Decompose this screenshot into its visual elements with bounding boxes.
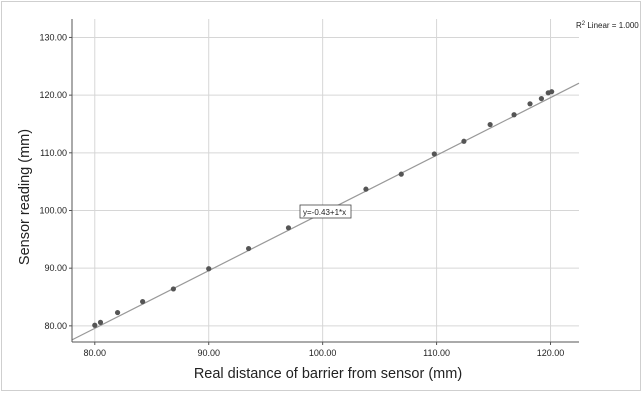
r-squared-label: R2 Linear = 1.000 xyxy=(576,21,639,30)
r-squared-label-prefix: R xyxy=(576,21,582,30)
data-point xyxy=(140,299,146,305)
x-tick-label: 100.00 xyxy=(309,348,337,358)
x-tick-label: 110.00 xyxy=(423,348,450,358)
annotations: y=-0.43+1*x R2 Linear = 1.000 xyxy=(299,21,639,219)
x-tick-label: 120.00 xyxy=(537,348,565,358)
fit-equation-box xyxy=(299,204,352,219)
y-tick-label: 120.00 xyxy=(39,90,67,100)
data-point xyxy=(487,121,493,128)
x-tick-label: 90.00 xyxy=(197,348,220,358)
data-point xyxy=(511,112,517,118)
fit-equation-label: y=-0.43+1*x xyxy=(303,208,346,217)
data-point xyxy=(285,225,292,231)
data-point xyxy=(206,266,212,272)
y-tick-label: 100.00 xyxy=(39,205,67,215)
y-axis-title: Sensor reading (mm) xyxy=(17,129,33,265)
data-point xyxy=(114,309,121,316)
data-point xyxy=(398,171,404,177)
data-point xyxy=(363,186,369,192)
data-point xyxy=(97,319,104,325)
y-tick-label: 110.00 xyxy=(40,148,67,158)
data-points xyxy=(92,89,555,328)
axes xyxy=(69,19,579,345)
data-point xyxy=(527,101,533,107)
r-squared-label-suffix: Linear = 1.000 xyxy=(585,21,639,30)
r-squared-label-superscript: 2 xyxy=(582,21,586,27)
grid-lines xyxy=(72,19,579,342)
data-point xyxy=(170,286,176,292)
data-point xyxy=(431,151,437,157)
y-tick-label: 80.00 xyxy=(44,321,67,331)
x-tick-label: 80.00 xyxy=(84,348,107,358)
x-axis-title: Real distance of barrier from sensor (mm… xyxy=(194,366,462,382)
data-point xyxy=(245,245,252,252)
data-point xyxy=(538,95,545,102)
data-point xyxy=(549,89,555,95)
data-point xyxy=(92,322,98,328)
data-point xyxy=(461,138,467,144)
tick-labels: 80.00 90.00 100.00 110.00 120.00 80.00 90.00 10… xyxy=(39,32,564,358)
y-tick-label: 90.00 xyxy=(44,263,67,273)
y-tick-label: 130.00 xyxy=(39,32,67,42)
